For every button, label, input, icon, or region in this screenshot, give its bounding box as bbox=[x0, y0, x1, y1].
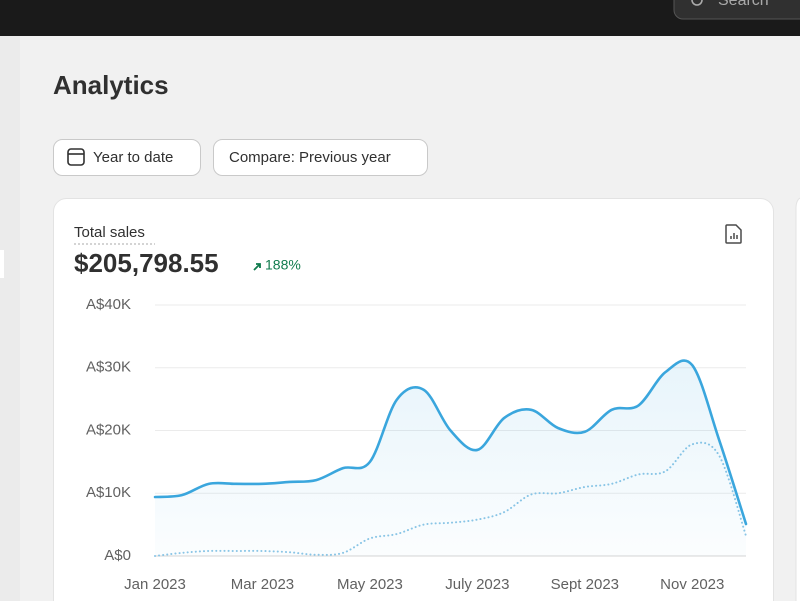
date-button-label: Year to date bbox=[93, 149, 173, 166]
export-icon[interactable] bbox=[725, 224, 742, 244]
x-tick-label: Sept 2023 bbox=[551, 576, 619, 593]
y-tick-label: A$20K bbox=[86, 421, 131, 438]
y-tick-label: A$0 bbox=[104, 547, 131, 564]
search-box[interactable] bbox=[673, 0, 800, 20]
compare-button[interactable] bbox=[213, 139, 428, 176]
area bbox=[155, 360, 746, 556]
sidebar-tab bbox=[0, 250, 4, 278]
y-tick-label: A$10K bbox=[86, 484, 131, 501]
next-card bbox=[795, 197, 800, 601]
change-arrow bbox=[253, 263, 261, 271]
sidebar bbox=[0, 36, 20, 601]
date-button[interactable] bbox=[53, 139, 201, 176]
search-icon bbox=[691, 0, 703, 6]
metric-total: $205,798.55 bbox=[74, 248, 219, 278]
y-tick-label: A$40K bbox=[86, 296, 131, 313]
page-title: Analytics bbox=[53, 70, 169, 100]
x-tick-label: Nov 2023 bbox=[660, 576, 724, 593]
compare-button-label: Compare: Previous year bbox=[229, 149, 391, 166]
calendar-icon bbox=[67, 148, 85, 166]
y-tick-label: A$30K bbox=[86, 359, 131, 376]
x-tick-label: July 2023 bbox=[445, 576, 509, 593]
metric-change: 188% bbox=[265, 257, 301, 273]
search-placeholder: Search bbox=[718, 0, 769, 9]
sales-line bbox=[153, 359, 748, 526]
metric-label: Total sales bbox=[74, 224, 145, 241]
x-tick-label: Mar 2023 bbox=[231, 576, 294, 593]
x-tick-label: May 2023 bbox=[337, 576, 403, 593]
top-bar bbox=[0, 0, 800, 36]
x-tick-label: Jan 2023 bbox=[124, 576, 186, 593]
